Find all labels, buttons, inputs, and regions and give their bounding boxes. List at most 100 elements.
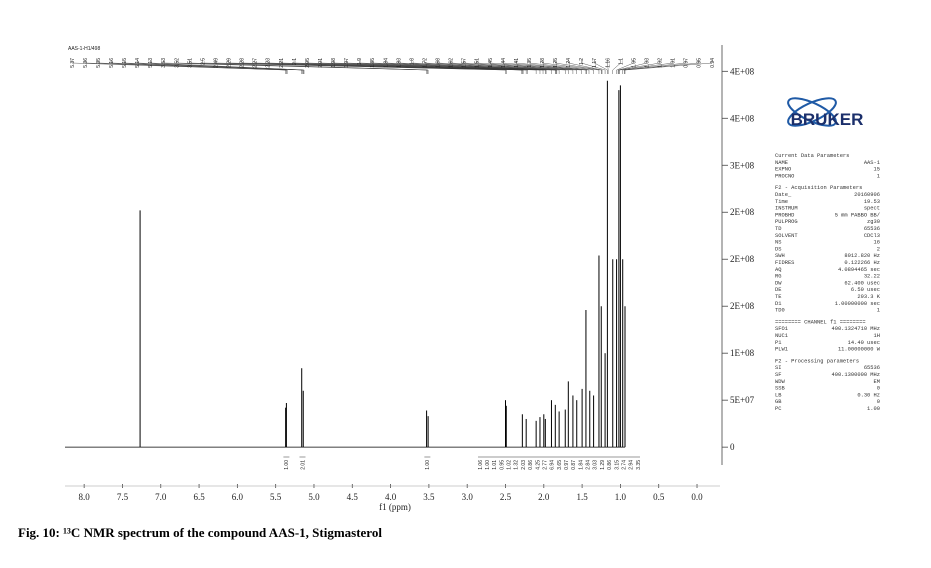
peak-label: 2.49 [213, 58, 219, 68]
peak-label: 0.95 [697, 58, 703, 68]
peak-connector [267, 60, 527, 74]
integral-label: 0.95 [499, 460, 505, 470]
integral-label: 2.74 [621, 460, 627, 470]
peak-label: 5.35 [96, 58, 102, 68]
parameter-value: 14.40 usec [848, 340, 880, 346]
y-tick-label: 1E+08 [730, 348, 755, 358]
peak-label: 1.02 [658, 58, 664, 68]
peak-label: 2.29 [227, 58, 233, 68]
x-tick-label: 3.5 [423, 492, 435, 502]
peak-connector [359, 60, 552, 74]
peak-label: 1.05 [631, 58, 637, 68]
peak-connector [346, 60, 547, 74]
peak-connector [437, 60, 569, 74]
parameter-key: PC [775, 406, 781, 412]
x-tick-label: 5.5 [270, 492, 282, 502]
peak-label: 3.52 [174, 58, 180, 68]
parameter-key: NUC1 [775, 333, 788, 339]
parameter-heading: F2 - Processing parameters [775, 358, 859, 364]
parameter-key: WDW [775, 379, 785, 385]
peak-label: 1.1 [618, 58, 624, 65]
peak-connector [624, 60, 700, 74]
parameter-heading: Current Data Parameters [775, 153, 849, 159]
peak-label: 1.83 [396, 58, 402, 68]
parameter-value: 11.00000000 W [838, 347, 881, 353]
peak-label: 1.17 [592, 58, 598, 68]
peak-connector [542, 60, 600, 74]
parameter-key: DE [775, 287, 781, 293]
peak-label: 1.98 [331, 58, 337, 68]
peak-connector [254, 60, 524, 74]
peak-label: 1.97 [344, 58, 350, 68]
parameter-key: LB [775, 392, 782, 398]
parameter-value: 293.3 K [857, 294, 880, 300]
parameter-key: AQ [775, 267, 781, 273]
peak-label: 1.8 [409, 58, 415, 65]
parameter-value: zg30 [867, 219, 880, 225]
integral-label: 3.03 [593, 460, 599, 470]
logo-orbit [787, 97, 837, 127]
parameter-value: 6.50 usec [851, 287, 880, 293]
parameter-value: 62.400 usec [844, 280, 880, 286]
integral-label: 6.94 [550, 460, 556, 470]
peak-label: 5.37 [70, 58, 76, 68]
parameter-value: 19.53 [864, 199, 880, 205]
x-tick-label: 6.0 [232, 492, 244, 502]
parameter-key: PROCNO [775, 173, 794, 179]
integral-label: 1.06 [478, 460, 484, 470]
peak-label: 2.27 [253, 58, 259, 68]
parameter-key: TD0 [775, 308, 785, 314]
peak-label: 1.2 [579, 58, 585, 65]
peak-connector [607, 60, 609, 74]
integral-label: 2.84 [586, 460, 592, 470]
parameter-value: 400.1300000 MHz [831, 372, 880, 378]
parameter-value: 1.00000000 sec [835, 301, 880, 307]
peak-connector [306, 60, 541, 74]
peak-label: 5.36 [83, 58, 89, 68]
parameter-value: EM [874, 379, 880, 385]
peak-label: 1.84 [383, 58, 389, 68]
peak-label: 1.85 [370, 58, 376, 68]
peak-connector [617, 60, 647, 74]
parameter-key: INSTRUM [775, 206, 798, 212]
parameter-value: 1.00 [867, 406, 880, 412]
peak-label: 5.16 [109, 58, 115, 68]
parameter-key: SOLVENT [775, 233, 798, 239]
x-tick-label: 6.5 [193, 492, 205, 502]
x-tick-label: 0.0 [691, 492, 703, 502]
peak-connector [619, 60, 674, 74]
parameter-key: Date_ [775, 192, 792, 198]
y-tick-label: 0 [730, 442, 735, 452]
x-tick-label: 0.5 [653, 492, 665, 502]
peak-label: 0.94 [710, 58, 716, 68]
spectrum-title: AAS-1-H1/498 [68, 46, 100, 52]
parameter-value: 1H [874, 333, 880, 339]
y-tick-label: 5E+07 [730, 395, 755, 405]
parameter-value: 2 [877, 246, 880, 252]
peak-label: 0.97 [684, 58, 690, 68]
peak-connector [555, 60, 602, 74]
peak-connector [333, 60, 546, 74]
peak-connector [110, 60, 302, 74]
parameter-value: 8012.820 Hz [844, 253, 880, 259]
peak-label: 2.05 [305, 58, 311, 68]
peak-connector [612, 60, 621, 74]
peak-label: 1.68 [436, 58, 442, 68]
parameter-key: PROBHD [775, 212, 794, 218]
peak-label: 2.01 [318, 58, 324, 68]
integral-label: 1.00 [284, 460, 290, 470]
peak-connector [594, 60, 608, 74]
peak-connector [372, 60, 556, 74]
x-tick-label: 7.0 [155, 492, 167, 502]
y-tick-label: 4E+08 [730, 113, 755, 123]
y-tick-label: 2E+08 [730, 207, 755, 217]
y-tick-label: 3E+08 [730, 160, 755, 170]
peak-connector [568, 60, 603, 74]
peak-label: 1.24 [566, 58, 572, 68]
integral-label: 1.00 [485, 460, 491, 470]
peak-connector [463, 60, 577, 74]
peak-connector [215, 60, 507, 74]
parameter-value: 1 [877, 308, 880, 314]
peak-connector [280, 60, 528, 74]
